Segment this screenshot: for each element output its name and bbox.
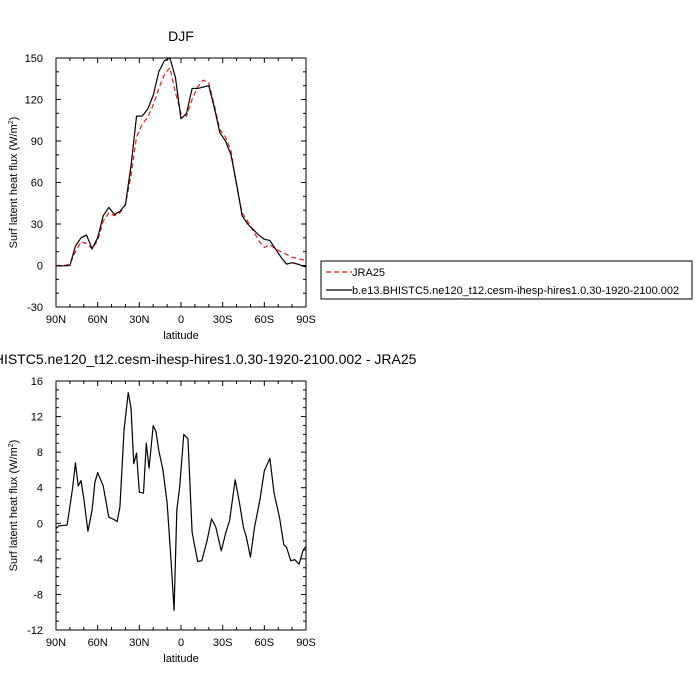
y-tick-label: 16 [31, 376, 43, 388]
y-tick-label: 60 [31, 178, 43, 190]
chart-title: b.e13.BHISTC5.ne120_t12.cesm-ihesp-hires… [0, 351, 417, 367]
y-tick-label: 0 [37, 518, 43, 530]
x-tick-label: 0 [178, 637, 184, 649]
plot-frame [55, 380, 307, 631]
y-axis-label: Surf latent heat flux (W/m2) [8, 440, 20, 572]
series-line-model [55, 391, 307, 612]
y-tick-label: -4 [33, 554, 43, 566]
y-tick-label: 30 [31, 219, 43, 231]
x-tick-label: 30N [129, 314, 149, 326]
plot-frame [55, 57, 307, 308]
legend-box [320, 260, 693, 300]
y-tick-label: -8 [33, 589, 43, 601]
y-tick-label: 120 [25, 95, 43, 107]
x-tick-label: 30N [129, 637, 149, 649]
x-tick-label: 60S [255, 637, 275, 649]
y-tick-label: -12 [27, 625, 43, 637]
series-line-model [55, 57, 307, 268]
y-axis-label-text: Surf latent heat flux (W/m [8, 447, 20, 571]
y-tick-label: 90 [31, 136, 43, 148]
legend-label: JRA25 [352, 267, 385, 279]
y-axis-label-close: ) [8, 440, 20, 444]
y-tick-label: 0 [37, 261, 43, 273]
y-tick-label: 8 [37, 447, 43, 459]
upper-panel: DJF 90N 60N 30N 0 30S 60S 90S -30 0 30 60 90 120 150 la… [8, 28, 693, 342]
x-tick-label: 30S [213, 314, 233, 326]
series-line-jra25 [56, 67, 307, 267]
x-tick-label: 60N [88, 637, 108, 649]
x-axis-label: latitude [163, 653, 198, 665]
x-tick-label: 90N [46, 637, 66, 649]
y-tick-label: 150 [25, 53, 43, 65]
x-tick-label: 90S [296, 314, 316, 326]
y-axis-label-close: ) [8, 117, 20, 121]
x-tick-label: 90S [296, 637, 316, 649]
x-tick-label: 0 [178, 314, 184, 326]
y-axis-label-superscript: 2 [8, 443, 15, 447]
chart-title: DJF [168, 28, 194, 44]
y-axis-label-text: Surf latent heat flux (W/m [8, 124, 20, 248]
y-tick-label: 12 [31, 412, 43, 424]
x-tick-label: 30S [213, 637, 233, 649]
y-tick-label: 4 [37, 483, 43, 495]
x-tick-label: 90N [46, 314, 66, 326]
legend: JRA25 b.e13.BHISTC5.ne120_t12.cesm-ihesp-… [320, 260, 693, 300]
x-axis-label: latitude [163, 330, 198, 342]
legend-label: b.e13.BHISTC5.ne120_t12.cesm-ihesp-hires… [352, 285, 679, 297]
y-axis-label-superscript: 2 [8, 120, 15, 124]
y-tick-label: -30 [27, 302, 43, 314]
x-tick-label: 60N [88, 314, 108, 326]
y-axis-label: Surf latent heat flux (W/m2) [8, 117, 20, 249]
lower-panel: b.e13.BHISTC5.ne120_t12.cesm-ihesp-hires… [0, 351, 417, 665]
x-tick-label: 60S [255, 314, 275, 326]
